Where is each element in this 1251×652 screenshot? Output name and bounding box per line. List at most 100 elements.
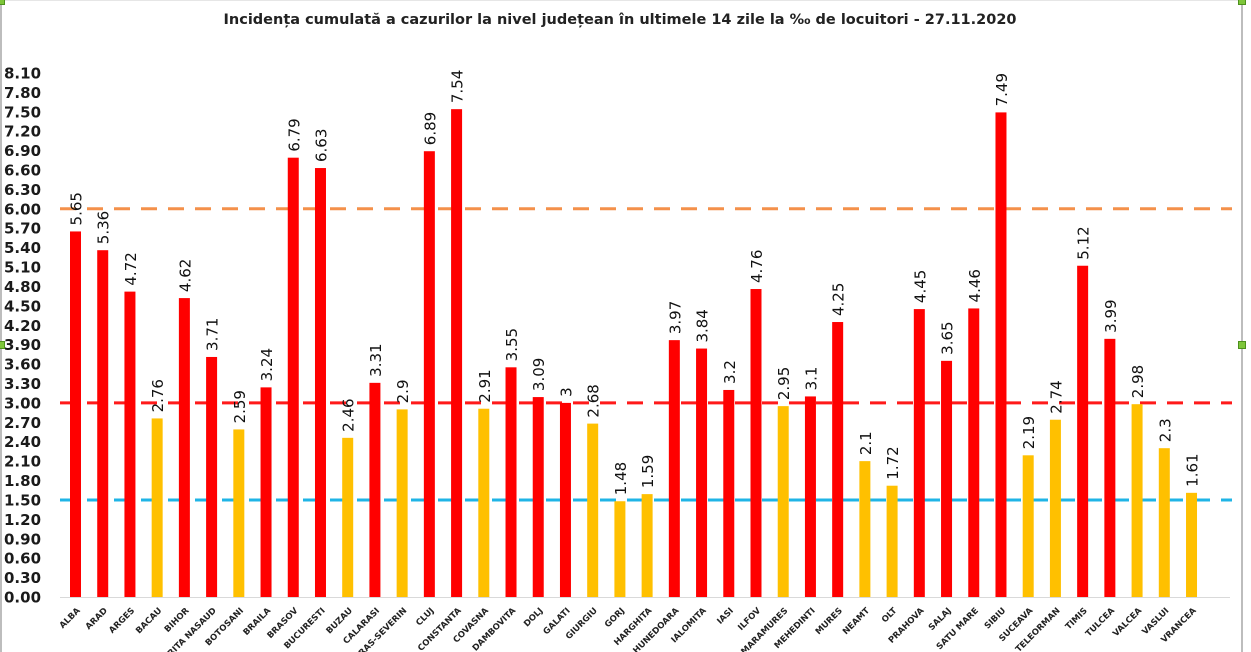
bar-salaj (941, 360, 953, 597)
bar-satu-mare (968, 308, 980, 597)
bar-bihor (178, 298, 190, 597)
data-label: 3.84 (694, 309, 712, 342)
x-tick-label: OLT (880, 606, 899, 625)
y-tick-label: 4.20 (4, 317, 41, 335)
bar-neamt (859, 461, 871, 597)
x-tick-label: TIMIS (1064, 606, 1090, 632)
data-label: 2.59 (231, 390, 249, 423)
bar-bistrita-nasaud (206, 356, 218, 597)
data-label: 2.98 (1129, 365, 1147, 398)
y-tick-label: 0.30 (4, 569, 41, 587)
x-tick-label: VALCEA (1111, 606, 1144, 639)
bar-brasov (287, 157, 299, 597)
y-tick-label: 7.50 (4, 103, 41, 121)
bar-harghita (641, 494, 653, 597)
x-tick-label: ARGES (107, 606, 137, 636)
y-tick-label: 0.90 (4, 530, 41, 548)
y-tick-label: 5.10 (4, 259, 41, 277)
data-label: 2.74 (1047, 380, 1065, 413)
y-tick-label: 4.80 (4, 278, 41, 296)
resize-handle-mid-right[interactable] (1238, 341, 1246, 349)
x-tick-label: ARAD (84, 606, 110, 632)
x-tick-label: ALBA (58, 606, 83, 631)
bar-teleorman (1049, 419, 1061, 597)
bar-galati (559, 402, 571, 597)
bar-arges (124, 291, 136, 597)
y-tick-label: 8.10 (4, 64, 41, 82)
bar-olt (886, 485, 898, 597)
resize-handle-top-right[interactable] (1238, 0, 1246, 5)
y-tick-label: 6.60 (4, 161, 41, 179)
y-tick-label: 3.00 (4, 394, 41, 412)
bar-dolj (532, 397, 544, 597)
y-tick-label: 2.70 (4, 414, 41, 432)
data-label: 3.97 (666, 301, 684, 334)
bar-caras-severin (396, 409, 408, 597)
y-tick-label: 3.90 (4, 336, 41, 354)
data-label: 3.1 (802, 367, 820, 391)
bar-covasna (478, 408, 490, 597)
data-label: 2.95 (775, 367, 793, 400)
reference-lines (60, 207, 1232, 502)
data-label: 3.99 (1102, 299, 1120, 332)
x-tick-label: IASI (715, 606, 736, 627)
bar-sibiu (995, 112, 1007, 597)
data-label: 2.68 (585, 384, 603, 417)
chart-title: Incidența cumulată a cazurilor la nivel … (224, 12, 1017, 28)
bar-giurgiu (587, 423, 599, 597)
data-label: 3 (557, 387, 575, 397)
bar-prahova (913, 309, 925, 597)
y-tick-label: 3.60 (4, 356, 41, 374)
bar-arad (97, 250, 109, 597)
chart-frame-top (0, 0, 1243, 1)
bar-iasi (723, 389, 735, 597)
y-tick-label: 7.80 (4, 84, 41, 102)
bar-constanta (451, 109, 463, 598)
data-label: 1.48 (612, 462, 630, 495)
y-tick-label: 1.20 (4, 511, 41, 529)
data-label: 1.72 (884, 446, 902, 479)
data-label: 5.12 (1075, 226, 1093, 259)
chart-frame-right (1241, 0, 1243, 652)
data-label: 2.9 (394, 380, 412, 404)
y-tick-label: 0.60 (4, 550, 41, 568)
data-label: 1.61 (1184, 453, 1202, 486)
data-label: 2.3 (1156, 418, 1174, 442)
data-label: 5.36 (95, 211, 113, 244)
bar-calarasi (369, 382, 381, 597)
x-tick-label: SALAJ (927, 606, 954, 633)
bar-suceava (1022, 455, 1034, 597)
bar-vaslui (1158, 448, 1170, 597)
y-tick-label: 7.20 (4, 123, 41, 141)
data-label: 3.09 (530, 358, 548, 391)
data-label: 6.63 (312, 129, 330, 162)
data-label: 3.2 (721, 360, 739, 384)
data-label: 2.1 (857, 431, 875, 455)
y-tick-label: 3.30 (4, 375, 41, 393)
y-tick-label: 5.70 (4, 220, 41, 238)
data-label: 3.24 (258, 348, 276, 381)
bar-mures (832, 322, 844, 597)
data-label: 3.65 (939, 321, 957, 354)
x-tick-label: NEAMT (841, 606, 872, 637)
bar-bacau (151, 418, 163, 597)
x-tick-label: HUNEDOARA (631, 606, 681, 652)
data-label: 4.76 (748, 250, 766, 283)
y-tick-label: 6.90 (4, 142, 41, 160)
x-tick-label: MURES (814, 606, 845, 637)
x-tick-label: BACAU (134, 606, 164, 636)
x-tick-label: CLUJ (414, 606, 436, 628)
resize-handle-mid-left[interactable] (0, 341, 5, 349)
y-tick-label: 1.50 (4, 491, 41, 509)
data-label: 2.46 (340, 398, 358, 431)
resize-handle-top-left[interactable] (0, 0, 5, 5)
bar-dambovita (505, 367, 517, 597)
data-label: 2.91 (476, 369, 494, 402)
data-labels: 5.65 5.36 4.72 2.76 4.62 3.71 2.59 3.24 6.79 6.63… (68, 70, 1202, 495)
bar-botosani (233, 429, 245, 597)
data-label: 4.46 (966, 269, 984, 302)
data-label: 1.59 (639, 455, 657, 488)
bar-vrancea (1186, 492, 1198, 597)
data-label: 5.65 (68, 192, 86, 225)
